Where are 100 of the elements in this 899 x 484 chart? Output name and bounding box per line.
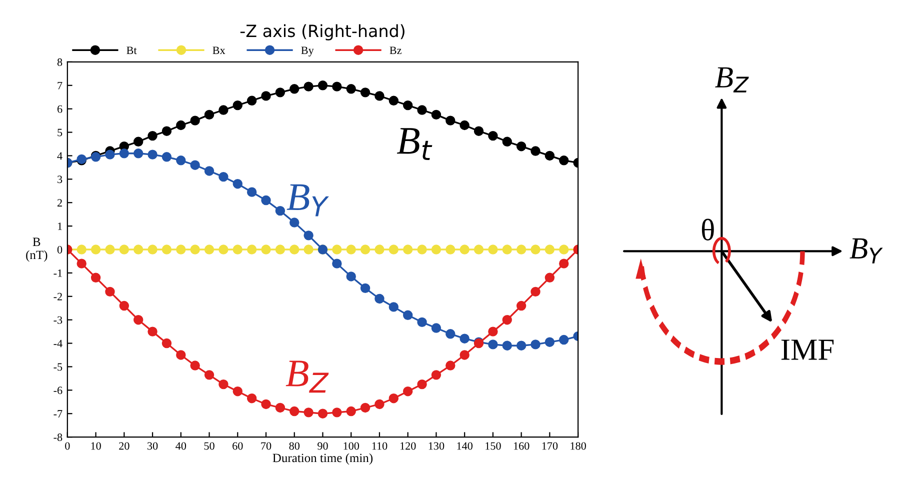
point	[318, 80, 328, 90]
point	[417, 317, 427, 328]
point	[204, 244, 214, 254]
point	[133, 314, 144, 325]
point	[360, 283, 370, 294]
point	[346, 272, 356, 282]
x-tick-label: 120	[400, 442, 416, 450]
point	[402, 100, 413, 110]
point	[275, 244, 286, 254]
point	[446, 329, 456, 339]
y-tick-label: -6	[54, 386, 62, 394]
point	[290, 84, 300, 94]
x-tick-label: 0	[65, 442, 70, 450]
point	[530, 244, 540, 254]
point	[474, 126, 484, 136]
point	[304, 82, 314, 92]
point	[374, 294, 384, 304]
x-tick-label: 100	[344, 442, 360, 450]
point	[346, 244, 356, 254]
y-tick-label: 0	[57, 246, 62, 254]
point	[502, 340, 512, 350]
text: IMF	[781, 340, 834, 360]
point	[261, 399, 271, 410]
point	[530, 146, 540, 156]
point	[261, 195, 271, 206]
point	[374, 91, 384, 101]
x-tick-label: 50	[204, 442, 214, 450]
y-tick-label: 7	[58, 82, 62, 90]
point	[90, 244, 101, 254]
y-tick-label: -7	[54, 410, 62, 418]
point	[516, 141, 526, 152]
point	[246, 96, 257, 106]
point	[105, 150, 115, 160]
point	[474, 244, 484, 254]
point	[190, 116, 200, 126]
point	[275, 206, 286, 216]
point	[544, 244, 555, 254]
point	[559, 258, 569, 268]
point	[162, 338, 172, 348]
point	[204, 370, 214, 380]
point	[275, 88, 286, 98]
point	[530, 286, 540, 297]
point	[431, 370, 442, 380]
x-tick-label: 130	[428, 442, 444, 450]
x-tick-label: 10	[91, 442, 101, 450]
point	[346, 84, 356, 94]
x-tick-label: 180	[570, 442, 586, 450]
point	[360, 88, 370, 98]
text: B$_{Y}$	[850, 238, 883, 264]
annotation: B$_{Z}$	[286, 360, 329, 393]
point	[119, 300, 130, 311]
legend-label: By	[301, 46, 314, 56]
point	[90, 272, 101, 282]
point	[544, 272, 555, 282]
point	[417, 379, 427, 390]
point	[190, 244, 200, 254]
point	[502, 136, 512, 147]
point	[530, 340, 540, 350]
point	[502, 244, 512, 254]
point	[204, 110, 214, 120]
point	[218, 379, 228, 390]
legend-label: Bz	[390, 46, 402, 54]
x-tick-label: 20	[119, 442, 130, 450]
point	[176, 350, 186, 360]
point	[460, 334, 470, 344]
point	[304, 230, 314, 240]
y-tick-label: 2	[57, 199, 62, 206]
y-tick-label: -8	[54, 434, 62, 442]
x-tick-label: 90	[318, 442, 328, 450]
point	[261, 91, 271, 101]
point	[544, 150, 555, 161]
point	[119, 244, 130, 254]
point	[304, 244, 314, 254]
point	[417, 105, 427, 115]
point	[133, 148, 144, 158]
point	[460, 244, 470, 254]
point	[431, 244, 442, 254]
x-tick-label: 110	[372, 442, 388, 450]
point	[402, 244, 413, 254]
point	[133, 244, 144, 254]
point	[119, 148, 130, 158]
legend-label: Bx	[212, 46, 226, 54]
point	[246, 187, 257, 197]
point	[290, 406, 300, 416]
annotation: B$_{t}$	[396, 128, 432, 160]
point	[332, 82, 342, 92]
y-tick-label: -4	[54, 340, 62, 348]
point	[246, 394, 257, 404]
point	[346, 406, 356, 416]
point	[446, 244, 456, 254]
y-tick-label: -2	[54, 292, 62, 300]
point	[148, 326, 158, 336]
point	[218, 105, 228, 115]
point	[388, 302, 399, 312]
point	[176, 244, 186, 254]
point	[544, 337, 555, 347]
point	[105, 286, 115, 297]
point	[559, 156, 569, 166]
point	[148, 150, 158, 160]
point	[488, 244, 498, 254]
